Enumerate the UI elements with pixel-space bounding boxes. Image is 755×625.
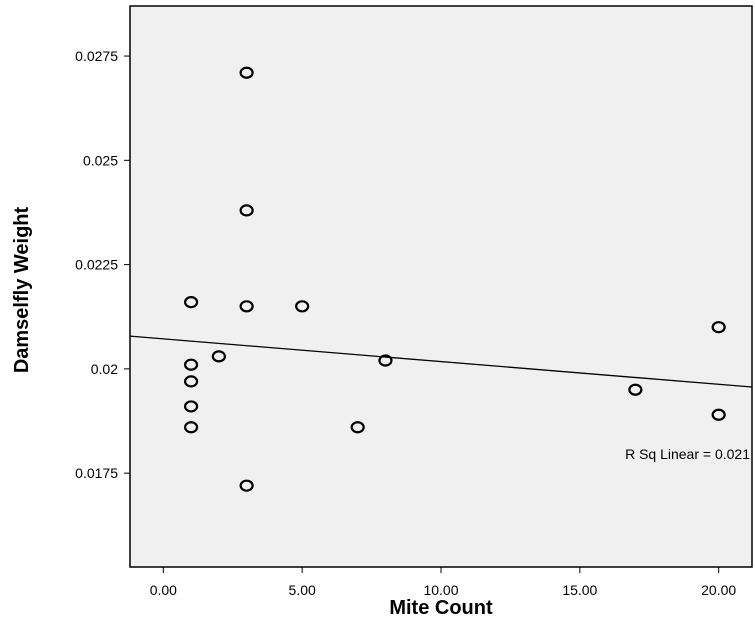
x-tick-label: 20.00	[701, 582, 736, 598]
r-squared-annotation: R Sq Linear = 0.021	[625, 446, 750, 462]
y-tick-label: 0.025	[83, 152, 118, 168]
fit-line-group	[129, 335, 753, 388]
x-tick-label: 0.00	[150, 582, 177, 598]
y-tick-label: 0.0225	[75, 257, 118, 273]
y-tick-label: 0.0275	[75, 48, 118, 64]
data-point	[183, 400, 199, 413]
data-point	[378, 354, 393, 367]
data-point	[183, 358, 199, 371]
x-ticks: 0.00 5.00 10.00 15.00 20.00	[150, 567, 736, 598]
x-tick-label: 15.00	[562, 582, 597, 598]
y-tick-label: 0.02	[91, 361, 118, 377]
y-axis-title: Damselfly Weight	[11, 206, 33, 373]
data-point	[628, 383, 643, 396]
data-point	[350, 421, 365, 434]
data-point	[239, 479, 254, 492]
data-point	[183, 375, 199, 388]
x-axis-title: Mite Count	[389, 597, 493, 619]
data-point	[711, 321, 726, 334]
data-point	[239, 204, 254, 217]
data-point	[239, 300, 254, 313]
data-point	[295, 300, 310, 313]
plot-area	[129, 5, 753, 568]
data-point	[711, 408, 726, 421]
y-tick-label: 0.0175	[75, 465, 118, 481]
data-point	[211, 350, 226, 363]
x-tick-label: 5.00	[289, 582, 316, 598]
y-ticks: 0.0175 0.02 0.0225 0.025 0.0275	[75, 48, 130, 481]
x-tick-label: 10.00	[423, 582, 458, 598]
linear-fit-line	[129, 335, 753, 388]
points-group	[183, 66, 726, 492]
data-point	[239, 66, 254, 79]
data-point	[183, 421, 199, 434]
data-point	[183, 296, 199, 309]
